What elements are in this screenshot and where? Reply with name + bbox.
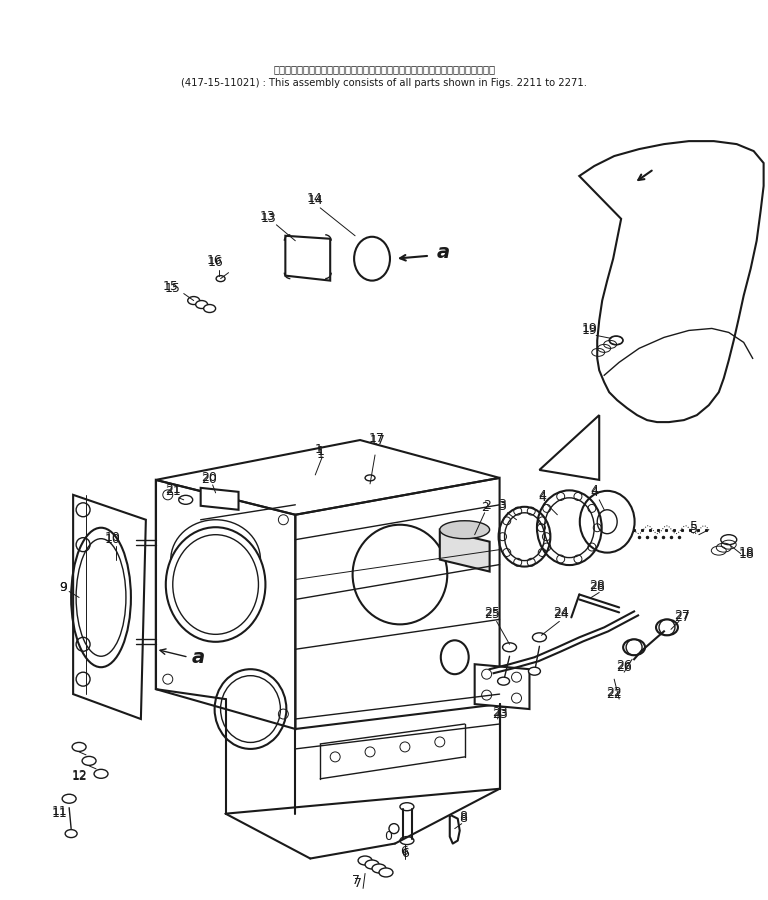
Text: 17: 17 <box>369 431 385 445</box>
Text: 9: 9 <box>59 581 67 594</box>
Text: 12: 12 <box>71 770 87 783</box>
Text: 13: 13 <box>260 211 275 223</box>
Text: 25: 25 <box>484 606 499 619</box>
Ellipse shape <box>379 868 393 877</box>
Text: 8: 8 <box>458 812 467 825</box>
Ellipse shape <box>528 667 541 675</box>
Text: 3: 3 <box>498 499 505 511</box>
Ellipse shape <box>365 475 375 481</box>
Ellipse shape <box>372 864 386 873</box>
Text: 5: 5 <box>690 520 698 533</box>
Text: 1: 1 <box>316 446 324 458</box>
Text: 2: 2 <box>481 501 488 514</box>
Text: 26: 26 <box>616 659 632 671</box>
Text: 0: 0 <box>384 830 392 843</box>
Text: 18: 18 <box>739 548 755 561</box>
Ellipse shape <box>623 639 645 655</box>
Text: 11: 11 <box>51 806 67 818</box>
Text: 21: 21 <box>165 485 180 499</box>
Text: 4: 4 <box>591 484 598 498</box>
Text: 27: 27 <box>674 609 690 622</box>
Text: 8: 8 <box>458 810 467 824</box>
Text: 10: 10 <box>105 533 121 546</box>
Text: 6: 6 <box>400 845 408 858</box>
Text: 17: 17 <box>370 434 386 446</box>
Text: 14: 14 <box>307 194 323 207</box>
Text: 4: 4 <box>538 490 546 502</box>
Ellipse shape <box>196 301 207 309</box>
Polygon shape <box>200 488 239 509</box>
Text: (417-15-11021) : This assembly consists of all parts shown in Figs. 2211 to 2271: (417-15-11021) : This assembly consists … <box>181 78 587 88</box>
Text: 19: 19 <box>581 322 598 335</box>
Text: 20: 20 <box>200 473 217 486</box>
Text: 24: 24 <box>554 606 569 619</box>
Text: 23: 23 <box>492 707 508 721</box>
Ellipse shape <box>358 856 372 865</box>
Ellipse shape <box>400 803 414 811</box>
Text: 27: 27 <box>674 611 690 624</box>
Ellipse shape <box>532 633 546 642</box>
Text: 12: 12 <box>71 770 87 782</box>
Text: 24: 24 <box>554 608 569 621</box>
Text: 20: 20 <box>200 472 217 484</box>
Text: 25: 25 <box>484 608 499 621</box>
Text: 3: 3 <box>498 500 505 513</box>
Text: 22: 22 <box>606 686 622 698</box>
Text: 7: 7 <box>352 874 360 886</box>
Ellipse shape <box>179 495 193 504</box>
Text: 14: 14 <box>306 193 322 205</box>
Text: このアセンブリの構成部品は第２２１１図から第２２７１図の部品まで含みます。: このアセンブリの構成部品は第２２１１図から第２２７１図の部品まで含みます。 <box>273 65 495 75</box>
Text: 22: 22 <box>606 688 622 700</box>
Ellipse shape <box>440 521 490 539</box>
Ellipse shape <box>400 837 414 844</box>
Text: 18: 18 <box>739 546 755 559</box>
Ellipse shape <box>204 304 216 312</box>
Text: 6: 6 <box>401 847 409 860</box>
Text: 21: 21 <box>165 483 180 497</box>
Ellipse shape <box>498 677 509 685</box>
Ellipse shape <box>365 860 379 869</box>
Text: 1: 1 <box>314 444 323 456</box>
Text: 10: 10 <box>105 531 121 544</box>
Ellipse shape <box>609 336 623 345</box>
Text: 7: 7 <box>354 877 362 890</box>
Ellipse shape <box>502 643 517 652</box>
Text: 16: 16 <box>207 254 223 267</box>
Ellipse shape <box>721 535 737 544</box>
Text: 4: 4 <box>591 486 598 500</box>
Ellipse shape <box>656 619 678 635</box>
Text: 26: 26 <box>616 661 632 674</box>
Text: 28: 28 <box>589 579 605 592</box>
Text: 1: 1 <box>316 448 324 462</box>
Text: 11: 11 <box>51 807 67 820</box>
Text: 28: 28 <box>589 581 605 594</box>
Text: 9: 9 <box>59 581 67 594</box>
Ellipse shape <box>187 297 200 304</box>
Text: a: a <box>436 243 449 262</box>
Text: 16: 16 <box>207 256 223 269</box>
Text: 19: 19 <box>581 324 598 337</box>
Text: 4: 4 <box>538 491 546 504</box>
Text: a: a <box>192 648 205 667</box>
Text: 5: 5 <box>690 523 698 536</box>
Polygon shape <box>440 530 490 572</box>
Polygon shape <box>475 664 529 709</box>
Text: 23: 23 <box>492 706 508 718</box>
Text: 15: 15 <box>165 282 180 295</box>
Text: 15: 15 <box>163 280 179 293</box>
Text: 13: 13 <box>260 212 276 225</box>
Text: 2: 2 <box>483 500 491 512</box>
